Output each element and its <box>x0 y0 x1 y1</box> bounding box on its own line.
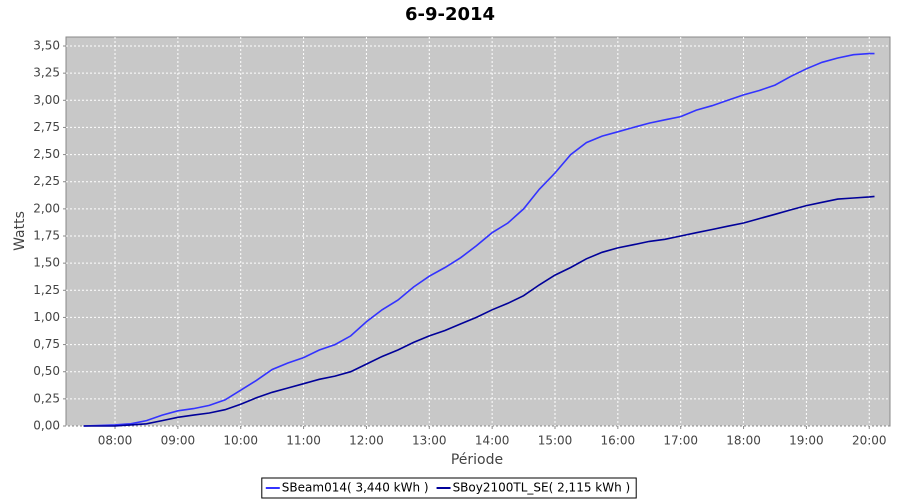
x-tick-label: 09:00 <box>161 434 196 448</box>
y-tick-label: 1,00 <box>33 310 60 324</box>
x-tick-label: 18:00 <box>726 434 761 448</box>
y-tick-label: 0,50 <box>33 364 60 378</box>
x-tick-label: 20:00 <box>852 434 887 448</box>
y-tick-label: 1,75 <box>33 229 60 243</box>
y-tick-label: 0,25 <box>33 391 60 405</box>
y-tick-label: 3,25 <box>33 66 60 80</box>
x-tick-label: 08:00 <box>98 434 133 448</box>
y-tick-label: 3,00 <box>33 93 60 107</box>
x-axis-label: Période <box>451 452 503 468</box>
legend-label: SBeam014( 3,440 kWh ) <box>282 481 429 495</box>
y-tick-label: 1,25 <box>33 283 60 297</box>
data-line <box>83 52 875 427</box>
x-tick-label: 13:00 <box>412 434 447 448</box>
y-tick-label: 0,00 <box>33 419 60 433</box>
y-tick-label: 2,50 <box>33 147 60 161</box>
y-tick-label: 2,00 <box>33 201 60 215</box>
y-tick-label: 3,50 <box>33 39 60 53</box>
y-axis-label: Watts <box>12 211 28 251</box>
x-tick-label: 10:00 <box>223 434 258 448</box>
legend-label: SBoy2100TL_SE( 2,115 kWh ) <box>453 481 631 495</box>
data-line <box>83 195 875 427</box>
x-tick-label: 19:00 <box>789 434 824 448</box>
y-tick-label: 0,75 <box>33 337 60 351</box>
x-tick-label: 17:00 <box>663 434 698 448</box>
chart-title: 6-9-2014 <box>405 4 495 25</box>
x-tick-label: 15:00 <box>538 434 573 448</box>
x-tick-label: 16:00 <box>601 434 636 448</box>
x-tick-label: 11:00 <box>286 434 321 448</box>
x-tick-label: 12:00 <box>349 434 384 448</box>
y-tick-label: 2,75 <box>33 120 60 134</box>
plot-area <box>65 36 891 427</box>
y-tick-label: 2,25 <box>33 174 60 188</box>
y-tick-label: 1,50 <box>33 256 60 270</box>
x-tick-label: 14:00 <box>475 434 510 448</box>
